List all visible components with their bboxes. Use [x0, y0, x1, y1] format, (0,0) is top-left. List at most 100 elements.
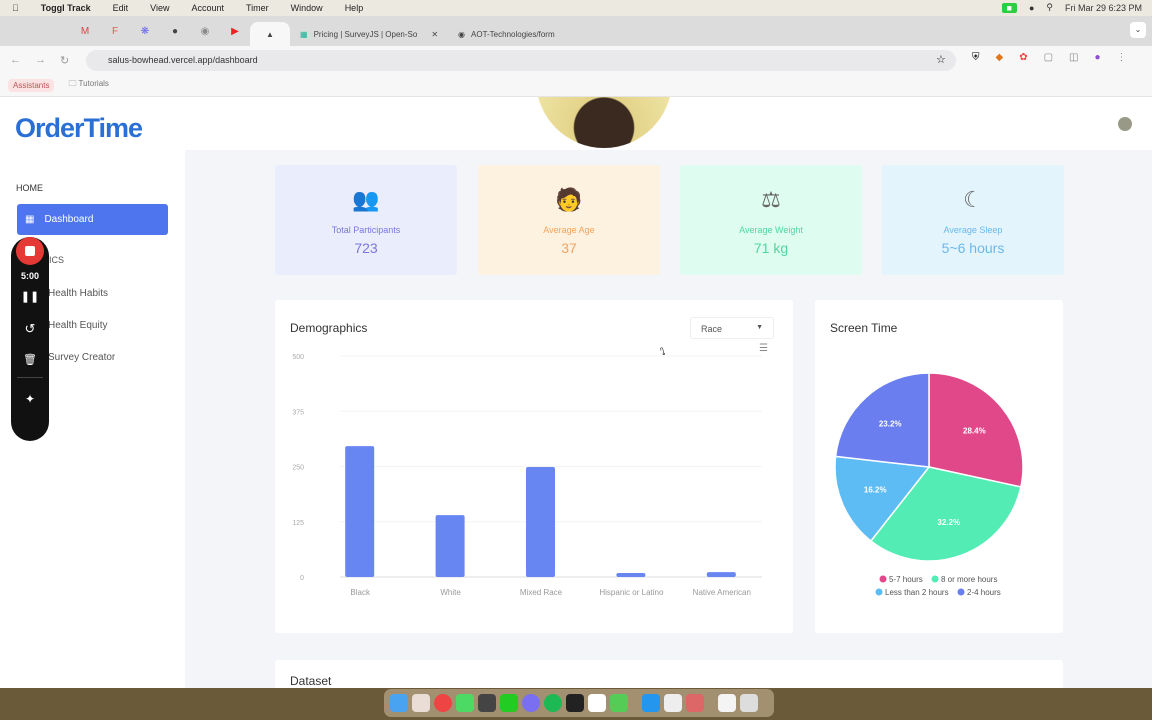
shield-extension-icon[interactable]: ⛨: [972, 52, 980, 63]
user-avatar[interactable]: [1118, 117, 1132, 131]
sidebar-item-survey-creator[interactable]: Survey Creator: [48, 352, 116, 363]
trash-icon[interactable]: 🗑: [23, 354, 37, 366]
tab-surveyjs[interactable]: ▦ Pricing | SurveyJS | Open-So ✕: [290, 22, 448, 46]
sidepanel-icon[interactable]: ◫: [1069, 52, 1079, 63]
stop-record-button[interactable]: [16, 237, 44, 265]
forward-icon[interactable]: →: [35, 54, 46, 66]
scale-icon: ⚖: [761, 187, 781, 212]
app-icon-4[interactable]: [664, 694, 682, 712]
dataset-card: Dataset: [275, 660, 1063, 688]
color-extension-icon[interactable]: ✿: [1019, 52, 1028, 63]
sidebar-item-health-equity[interactable]: Health Equity: [48, 320, 108, 331]
top-header: [185, 97, 1152, 150]
legend-label: Less than 2 hours: [885, 588, 949, 597]
pycharm-icon[interactable]: [500, 694, 518, 712]
caret-down-icon: ▼: [756, 324, 763, 331]
race-dropdown[interactable]: Race ▼: [690, 317, 774, 339]
status-area: ■ ● ⚲ Fri Mar 29 6:23 PM: [1001, 2, 1142, 13]
bar-chart: 0 125 250 375 500 Black White Mixed Race Hispani…: [292, 354, 762, 597]
legend-marker: [957, 588, 965, 596]
reload-icon[interactable]: ↻: [60, 54, 70, 67]
chart-menu-icon[interactable]: ☰: [759, 343, 768, 354]
bookmark-tutorials[interactable]: 🗀 Tutorials: [68, 78, 108, 92]
messages-icon[interactable]: [456, 694, 474, 712]
x-tick-label: Mixed Race: [520, 588, 563, 597]
menu-kebab-icon[interactable]: ⋮: [1116, 52, 1127, 63]
menu-view[interactable]: View: [143, 3, 169, 13]
puzzle-icon[interactable]: ▢: [1043, 52, 1054, 63]
finder-icon[interactable]: [390, 694, 408, 712]
mac-menubar:  Toggl Track Edit View Account Timer Wi…: [0, 0, 1152, 16]
launchpad-icon[interactable]: [412, 694, 430, 712]
sidebar: OrderTime HOME ▦ Dashboard ICS Health Hab…: [0, 97, 185, 688]
confetti-icon[interactable]: ✦: [24, 392, 36, 406]
app-icon[interactable]: [478, 694, 496, 712]
app-icon-5[interactable]: [686, 694, 704, 712]
label: Dashboard: [44, 214, 94, 225]
trash-dock-icon[interactable]: [740, 694, 758, 712]
restart-icon[interactable]: ↺: [24, 321, 36, 336]
tab-search-chevron-icon[interactable]: ⌄: [1130, 22, 1146, 38]
metamask-icon[interactable]: ◆: [995, 52, 1004, 63]
legend-marker: [879, 575, 887, 583]
stat-value: 5~6 hours: [941, 240, 1005, 256]
pie-slice: [928, 372, 1024, 488]
stat-label: Total Participants: [331, 225, 401, 235]
menu-account[interactable]: Account: [184, 3, 224, 13]
apple-icon[interactable]: : [12, 3, 19, 13]
divider: [17, 377, 43, 378]
y-tick-label: 0: [300, 575, 304, 582]
chrome-icon[interactable]: [434, 694, 452, 712]
gear-tab-icon[interactable]: ❋: [140, 25, 150, 37]
downloads-icon[interactable]: [718, 694, 736, 712]
stat-card-participants: 👥 Total Participants 723: [275, 165, 457, 275]
pie-slice: [834, 372, 930, 468]
slice-label: 32.2%: [937, 518, 960, 527]
app-tab-icon[interactable]: ●: [171, 25, 179, 37]
tab-github[interactable]: ◉ AOT-Technologies/form: [448, 22, 565, 46]
extensions: ⛨ ◆ ✿ ▢ ◫ ● ⋮: [972, 52, 1127, 63]
x-tick-label: Hispanic or Latino: [599, 588, 664, 597]
app-icon-3[interactable]: [610, 694, 628, 712]
spotify-icon[interactable]: [544, 694, 562, 712]
legend-label: 8 or more hours: [941, 575, 997, 584]
figma-tab-icon[interactable]: F: [111, 25, 119, 37]
people-icon: 👥: [352, 187, 380, 212]
search-icon[interactable]: ⚲: [1046, 2, 1053, 12]
close-icon[interactable]: ✕: [431, 29, 439, 39]
clock[interactable]: Fri Mar 29 6:23 PM: [1064, 2, 1142, 13]
gmail-tab-icon[interactable]: M: [80, 25, 90, 37]
youtube-tab-icon[interactable]: ▶: [231, 25, 239, 37]
github-icon: ◉: [458, 29, 466, 39]
terminal-icon[interactable]: [566, 694, 584, 712]
menu-app-name[interactable]: Toggl Track: [34, 3, 91, 13]
x-tick-label: White: [440, 588, 461, 597]
pause-icon[interactable]: ❚❚: [20, 291, 40, 303]
screen-time-card: Screen Time 28.4% 32.2% 16.2% 23.2% 5-7 hour…: [815, 300, 1063, 633]
docker-icon[interactable]: [642, 694, 660, 712]
bookmark-assistants[interactable]: Assistants: [8, 78, 55, 92]
menu-edit[interactable]: Edit: [105, 3, 129, 13]
stat-label: Average Age: [543, 225, 595, 235]
url-input[interactable]: salus-bowhead.vercel.app/dashboard: [86, 50, 956, 71]
logo[interactable]: OrderTime: [15, 113, 143, 143]
profile-avatar[interactable]: ●: [1094, 52, 1101, 63]
tab-active[interactable]: ▲: [250, 22, 290, 46]
facetime-icon[interactable]: ■: [1001, 2, 1017, 13]
notion-icon[interactable]: [588, 694, 606, 712]
star-icon[interactable]: ☆: [936, 54, 946, 66]
app-tab-icon-2[interactable]: ◉: [200, 25, 210, 37]
grid-icon: ▦: [25, 214, 35, 225]
sidebar-item-dashboard[interactable]: ▦ Dashboard: [17, 204, 168, 235]
slice-label: 23.2%: [879, 420, 902, 429]
app-icon-2[interactable]: [522, 694, 540, 712]
back-icon[interactable]: ←: [10, 54, 21, 66]
recording-timer: 5:00: [20, 271, 39, 281]
wifi-icon[interactable]: ●: [1028, 2, 1035, 13]
menu-help[interactable]: Help: [337, 3, 364, 13]
pie-slice: [834, 455, 931, 542]
sidebar-item-health-habits[interactable]: Health Habits: [48, 288, 109, 299]
menu-window[interactable]: Window: [283, 3, 323, 13]
bar-white: [435, 515, 465, 577]
menu-timer[interactable]: Timer: [239, 3, 269, 13]
